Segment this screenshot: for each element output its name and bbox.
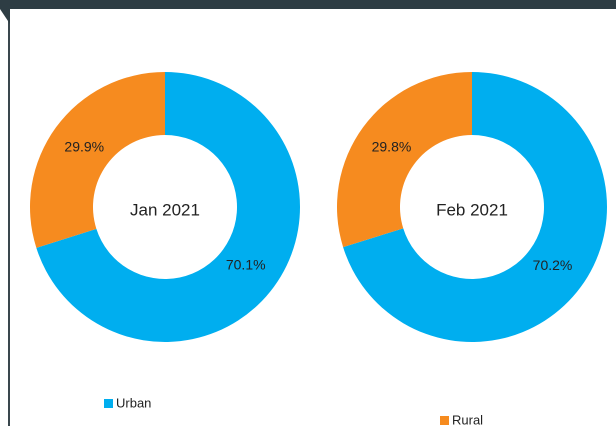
donut-slice: [36, 72, 301, 342]
legend-swatch: [104, 399, 113, 408]
donut-slice: [343, 72, 607, 342]
value-label: 29.8%: [372, 138, 412, 154]
legend-label: Urban: [116, 395, 151, 410]
donut-slice: [337, 72, 472, 248]
top-bar: [0, 0, 616, 9]
left-border: [8, 9, 10, 426]
value-label: 70.2%: [533, 257, 573, 273]
legend-label: Rural: [452, 412, 483, 426]
value-label: 70.1%: [226, 257, 266, 273]
donut-slice: [29, 72, 165, 248]
legend-swatch: [440, 416, 449, 425]
center-label: Jan 2021: [130, 200, 200, 219]
center-label: Feb 2021: [436, 200, 508, 219]
corner-mark: [0, 9, 10, 24]
value-label: 29.9%: [64, 139, 104, 155]
